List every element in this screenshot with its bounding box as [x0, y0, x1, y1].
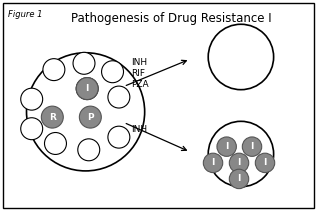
Text: I: I: [86, 84, 89, 93]
Text: I: I: [237, 174, 241, 183]
Circle shape: [76, 78, 98, 100]
Circle shape: [79, 106, 101, 128]
Circle shape: [108, 86, 130, 108]
Circle shape: [208, 121, 274, 187]
Text: INH: INH: [132, 125, 148, 134]
Circle shape: [41, 106, 63, 128]
Circle shape: [101, 61, 124, 83]
Circle shape: [21, 118, 43, 140]
Circle shape: [44, 133, 67, 154]
Circle shape: [255, 153, 275, 173]
Text: I: I: [263, 158, 267, 167]
Circle shape: [108, 126, 130, 148]
Circle shape: [21, 88, 43, 110]
Text: I: I: [211, 158, 215, 167]
Text: I: I: [237, 158, 241, 167]
Text: P: P: [87, 113, 94, 122]
Circle shape: [78, 139, 100, 161]
Circle shape: [43, 59, 65, 81]
Circle shape: [217, 137, 236, 156]
Text: I: I: [225, 142, 228, 151]
Text: Pathogenesis of Drug Resistance I: Pathogenesis of Drug Resistance I: [71, 12, 271, 25]
Text: Figure 1: Figure 1: [8, 10, 42, 19]
Text: R: R: [49, 113, 56, 122]
Circle shape: [76, 78, 98, 100]
Circle shape: [242, 137, 262, 156]
Text: I: I: [250, 142, 254, 151]
Circle shape: [229, 169, 249, 189]
Circle shape: [229, 153, 249, 173]
Circle shape: [208, 24, 274, 90]
Text: INH
RIF
PZA: INH RIF PZA: [132, 58, 149, 89]
Circle shape: [203, 153, 223, 173]
Circle shape: [73, 52, 95, 74]
